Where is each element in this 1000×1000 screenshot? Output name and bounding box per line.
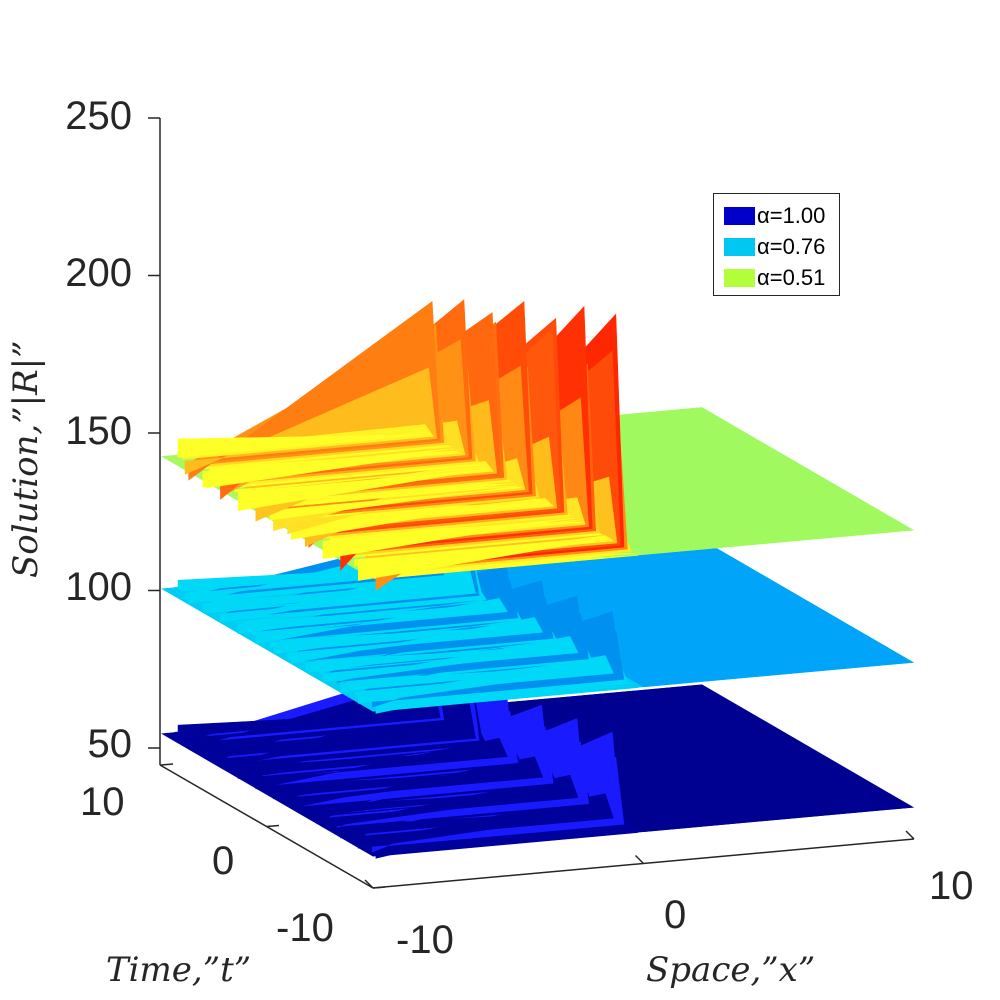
surface-ridge [354,813,607,841]
surface-ridge [202,579,455,612]
surfaces [161,299,914,859]
time-axis-label: Time,”t” [106,950,252,990]
legend-swatch [724,268,755,287]
surface-series [161,664,914,859]
surface-ridge [357,812,610,849]
legend-entry: α=1.00 [724,200,839,231]
z-tick-label: 100 [65,565,132,609]
z-axis-label: Solution,”|R|” [6,340,46,578]
surface-ridge [287,772,540,805]
surface-ridge [174,709,427,733]
surface-ridge [237,599,490,634]
legend-entry: α=0.51 [724,262,839,293]
space-axis-label: Space,”x” [646,950,816,990]
axes [148,117,915,889]
legend-swatch [724,237,755,256]
surface-ridge [322,518,575,560]
z-tick-label: 50 [87,722,133,766]
surface-ridge [202,448,455,488]
surface-plane-shade [431,539,914,688]
time-tick-label: 10 [80,780,125,824]
z-tick-label: 200 [65,251,132,295]
surface-ridge [322,792,575,828]
time-tick [266,824,280,828]
surface-ridge [269,486,522,521]
surface-ridge [177,711,430,735]
legend-label: α=0.76 [757,233,826,259]
legend: α=1.00 α=0.76 α=0.51 [713,193,840,296]
surface-ridge [234,466,487,493]
time-tick [372,886,386,889]
surface-ridge [290,498,543,540]
surface-ridge [354,668,607,696]
time-tick-label: 0 [212,839,235,883]
space-tick [364,879,374,889]
time-axis-line [159,764,374,889]
z-tick-label: 150 [65,409,132,453]
surface-ridge [177,434,430,458]
surface-plane-shade [431,684,914,832]
space-tick-label: -10 [396,918,454,962]
space-tick [905,830,915,840]
time-tick [160,763,174,766]
z-tick-label: 250 [65,94,132,138]
space-tick-label: 0 [664,893,687,937]
surface-ridge [237,468,490,511]
space-tick-label: 10 [929,864,974,908]
surface-ridge [354,536,607,567]
legend-swatch [724,206,755,225]
surface-ridge [251,608,504,636]
surface-series [161,299,914,591]
legend-entry: α=0.76 [724,231,839,262]
space-tick [634,854,645,865]
legend-label: α=1.00 [757,202,826,228]
time-tick-label: -10 [276,906,334,950]
legend-label: α=0.51 [757,264,826,290]
surface-ridge [174,431,427,456]
surface-ridge [251,752,504,781]
